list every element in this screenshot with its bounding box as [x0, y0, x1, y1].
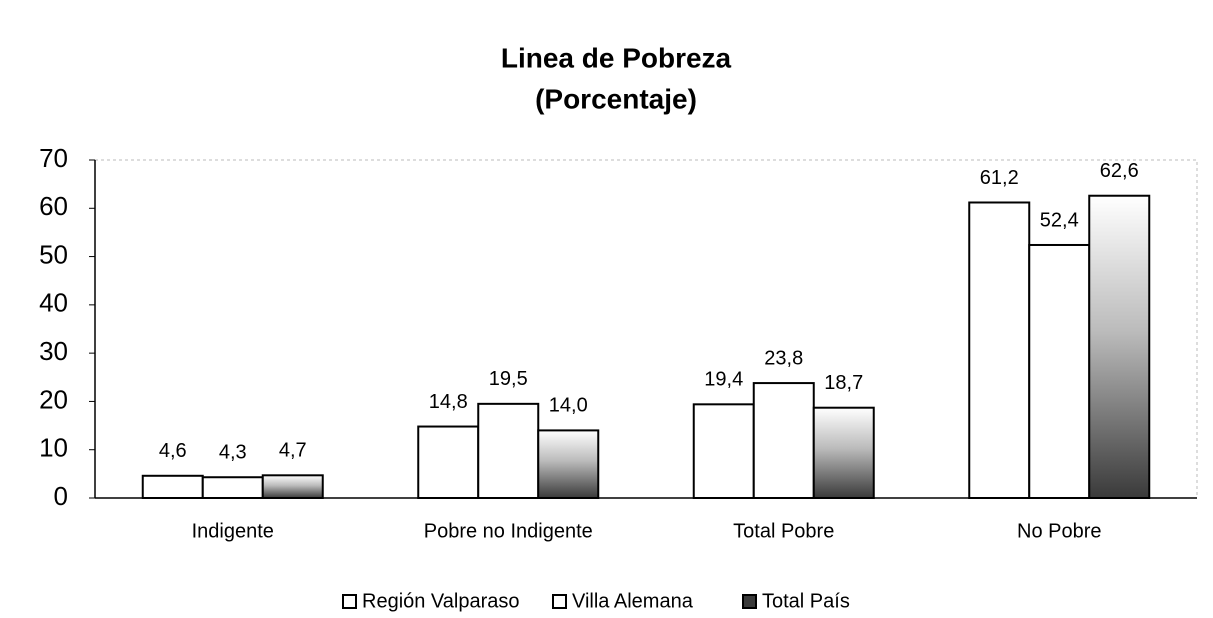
value-label: 14,0	[549, 395, 588, 417]
value-label: 4,7	[279, 440, 307, 462]
y-tick-label: 30	[39, 336, 68, 366]
bar	[417, 425, 480, 499]
x-tick-label: Total Pobre	[733, 520, 834, 542]
legend-swatch	[342, 594, 357, 609]
legend-label: Región Valparaso	[362, 590, 520, 612]
bar	[141, 474, 204, 500]
legend-label: Total País	[762, 590, 850, 612]
legend-swatch	[552, 594, 567, 609]
legend-swatch	[742, 594, 757, 609]
value-label: 52,4	[1040, 209, 1079, 231]
chart-subtitle: (Porcentaje)	[535, 83, 697, 114]
value-label: 19,5	[489, 368, 528, 390]
value-label: 19,4	[704, 369, 743, 391]
bar	[752, 382, 815, 499]
value-label: 18,7	[824, 372, 863, 394]
bar	[477, 402, 540, 500]
x-tick-label: No Pobre	[1017, 520, 1102, 542]
bar	[537, 429, 600, 499]
bar	[1088, 194, 1151, 500]
y-tick-label: 70	[39, 143, 68, 173]
y-tick-label: 20	[39, 384, 68, 414]
bar	[201, 476, 264, 500]
y-tick-label: 0	[54, 481, 68, 511]
bar	[261, 474, 324, 500]
chart-title: Linea de Pobreza	[501, 42, 732, 73]
x-tick-label: Indigente	[192, 520, 274, 542]
value-label: 61,2	[980, 167, 1019, 189]
value-label: 4,3	[219, 442, 247, 464]
bar	[968, 201, 1031, 499]
bar	[1028, 243, 1091, 499]
bar	[692, 403, 755, 499]
value-label: 14,8	[429, 391, 468, 413]
y-tick-label: 50	[39, 239, 68, 269]
y-tick-label: 60	[39, 191, 68, 221]
bar	[812, 406, 875, 500]
x-tick-label: Pobre no Indigente	[424, 520, 593, 542]
y-tick-label: 40	[39, 288, 68, 318]
legend-label: Villa Alemana	[572, 590, 694, 612]
value-label: 23,8	[764, 347, 803, 369]
value-label: 62,6	[1100, 160, 1139, 182]
value-label: 4,6	[159, 440, 187, 462]
y-tick-label: 10	[39, 433, 68, 463]
